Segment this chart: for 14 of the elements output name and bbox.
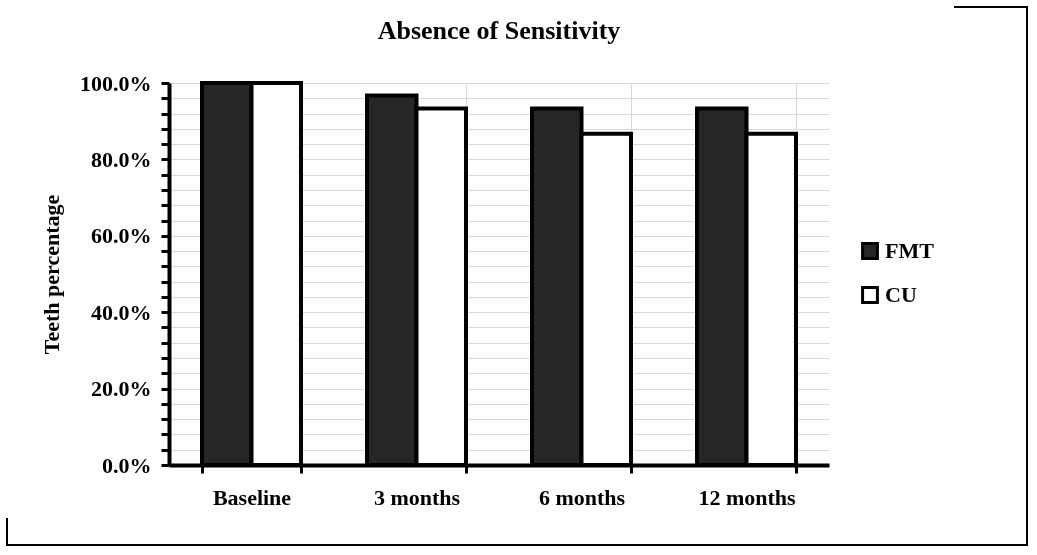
y-tick-label: 100.0% (80, 70, 152, 96)
y-tick-label: 0.0% (102, 452, 152, 478)
y-axis-title: Teeth percentage (39, 194, 64, 355)
x-tick-label: 3 months (373, 484, 461, 510)
legend-label: CU (885, 282, 917, 307)
x-tick-label: Baseline (212, 484, 292, 510)
y-tick-label: 40.0% (91, 299, 152, 325)
y-tick-label: 20.0% (91, 376, 152, 402)
x-tick-label: 6 months (538, 484, 626, 510)
chart-title: Absence of Sensitivity (377, 16, 621, 45)
legend-label: FMT (885, 238, 935, 263)
x-tick-label: 12 months (698, 484, 797, 510)
y-tick-label: 60.0% (91, 223, 152, 249)
y-tick-label: 80.0% (91, 146, 152, 172)
